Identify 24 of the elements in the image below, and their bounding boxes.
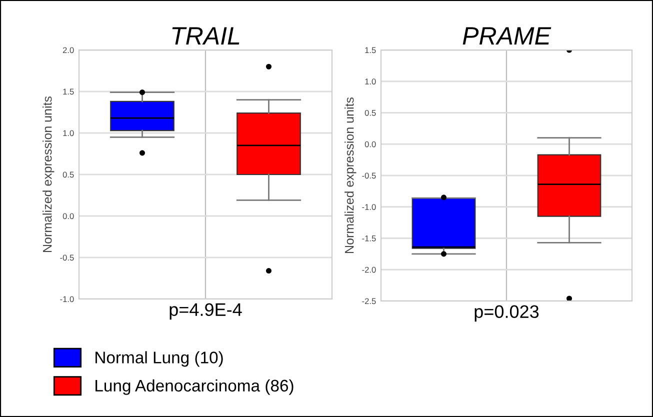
legend-label: Normal Lung (10)	[96, 351, 223, 367]
y-tick-label: 1.0	[365, 78, 376, 84]
y-axis-title: Normalized expression units	[344, 97, 356, 253]
y-tick-label: 2.0	[62, 47, 74, 54]
y-tick-label: -2.5	[362, 298, 376, 304]
y-tick-label: 1.5	[63, 88, 74, 95]
y-tick-label: -1.0	[362, 204, 376, 210]
chart-title: TRAIL	[172, 27, 240, 44]
text: p=4.9E-4	[170, 303, 242, 320]
chart-title: PRAME	[462, 27, 552, 44]
y-tick-label: -0.5	[60, 254, 74, 261]
y-tick-label: 0.0	[62, 213, 74, 220]
y-tick-label: 1.0	[63, 130, 74, 136]
y-tick-label: -1.0	[60, 296, 74, 302]
legend-label: Lung Adenocarcinoma (86)	[96, 379, 294, 395]
y-tick-label: 0.5	[62, 172, 74, 178]
y-tick-label: -1.5	[362, 236, 376, 242]
y-axis-title: Normalized expression units	[42, 96, 54, 252]
y-tick-label: -0.5	[362, 172, 376, 179]
y-tick-label: 0.5	[364, 110, 376, 116]
y-tick-label: 1.5	[365, 47, 376, 54]
y-tick-label: 0.0	[364, 141, 376, 148]
y-tick-label: -2.0	[362, 266, 376, 273]
text: p=0.023	[474, 305, 539, 322]
